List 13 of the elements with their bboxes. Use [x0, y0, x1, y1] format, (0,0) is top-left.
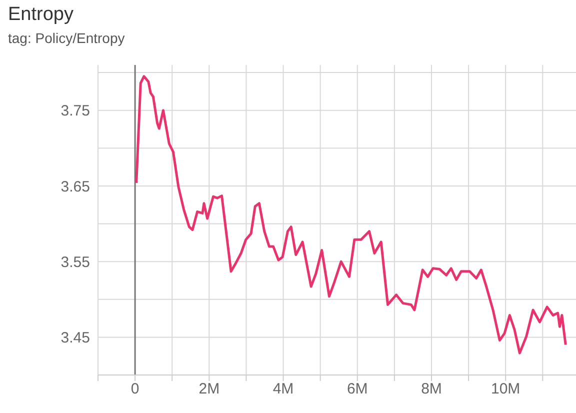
chart-title: Entropy: [8, 4, 74, 26]
x-tick-label: 4M: [272, 380, 294, 398]
x-tick-label: 6M: [346, 380, 368, 398]
x-tick-label: 10M: [491, 380, 520, 398]
y-tick-label: 3.55: [60, 254, 90, 271]
x-tick-label: 0: [130, 380, 140, 398]
y-tick-label: 3.65: [60, 178, 90, 196]
y-tick-label: 3.45: [60, 330, 90, 347]
line-series: [135, 75, 567, 354]
x-tick-label: 8M: [421, 380, 442, 398]
y-tick-label: 3.75: [60, 102, 90, 120]
chart-subtitle: tag: Policy/Entropy: [8, 30, 125, 46]
x-tick-label: 2M: [198, 380, 220, 398]
